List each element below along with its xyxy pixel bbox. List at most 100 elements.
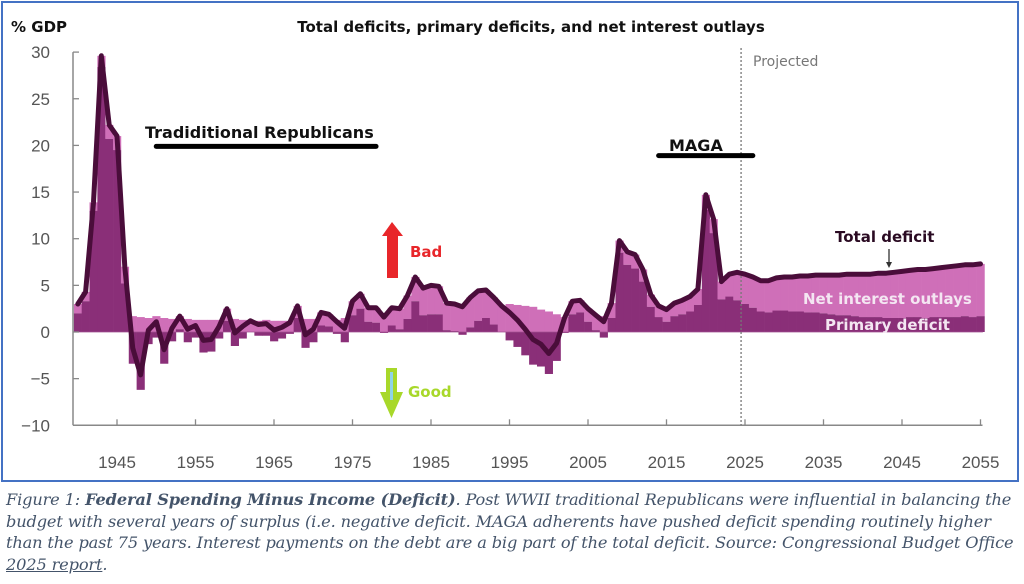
primary-bar: [317, 325, 326, 332]
x-tick-label: 1965: [255, 453, 293, 472]
primary-bar: [254, 332, 263, 336]
interest-bar: [772, 277, 781, 311]
good-arrow-icon: [380, 368, 403, 418]
primary-bar: [591, 330, 601, 332]
x-tick-label: 2055: [962, 453, 1000, 472]
primary-bar: [827, 314, 836, 332]
primary-bar: [325, 326, 334, 332]
interest-bar: [81, 291, 90, 302]
caption-title: Federal Spending Minus Income (Deficit): [85, 490, 456, 509]
interest-bar: [207, 319, 216, 332]
interest-bar: [780, 276, 789, 311]
interest-bar: [411, 276, 420, 302]
interest-bar: [678, 300, 687, 315]
primary-bar: [890, 318, 899, 332]
interest-bar: [976, 263, 985, 317]
interest-bar: [905, 270, 915, 318]
primary-bar: [725, 296, 734, 332]
interest-bar: [521, 305, 530, 332]
interest-bar: [364, 307, 373, 322]
primary-bar: [631, 268, 640, 332]
total-deficit-line: [75, 53, 983, 378]
interest-bar: [898, 271, 907, 319]
report-link[interactable]: 2025 report: [6, 554, 103, 574]
interest-bar: [811, 275, 820, 313]
primary-bar: [230, 332, 239, 346]
interest-bar: [748, 276, 758, 308]
primary-bar: [450, 331, 459, 332]
primary-bar: [796, 311, 805, 332]
interest-bar: [199, 319, 208, 332]
good-label: Good: [408, 383, 452, 401]
primary-bar: [379, 332, 389, 333]
interest-bar: [866, 274, 875, 318]
y-tick-label: 10: [31, 230, 50, 249]
interest-bar: [144, 318, 153, 332]
primary-bar: [905, 317, 915, 332]
y-tick-label: 15: [31, 183, 50, 202]
primary-bar: [701, 209, 710, 332]
primary-bar: [238, 332, 247, 339]
bad-arrow-icon: [382, 222, 403, 278]
interest-bar: [246, 320, 255, 332]
primary-bar: [843, 315, 852, 332]
primary-bar: [285, 332, 294, 334]
interest-bar: [623, 251, 632, 265]
primary-bar: [356, 308, 365, 332]
primary-bar: [340, 332, 349, 343]
interest-bar: [175, 316, 185, 330]
primary-bar: [395, 329, 404, 332]
interest-bar: [136, 317, 145, 332]
primary-bar: [748, 307, 758, 332]
interest-bar: [921, 269, 930, 319]
interest-bar: [73, 304, 82, 314]
primary-bar: [411, 301, 420, 332]
primary-bar: [639, 281, 648, 332]
legend-net-interest: Net interest outlays: [803, 290, 972, 308]
interest-bar: [458, 304, 467, 332]
primary-bar: [442, 330, 451, 332]
interest-bar: [960, 264, 970, 317]
primary-bar: [152, 332, 161, 338]
y-axis-label: % GDP: [11, 18, 67, 36]
primary-bar: [576, 312, 585, 332]
x-tick-label: 1945: [98, 453, 136, 472]
primary-bar: [427, 314, 436, 332]
primary-bar: [819, 313, 828, 332]
annotation-traditional-republicans: Tradiditional Republicans: [145, 123, 374, 142]
primary-bar: [434, 314, 444, 332]
interest-bar: [937, 267, 946, 318]
interest-bar: [835, 275, 844, 316]
primary-bar: [372, 322, 381, 332]
interest-bar: [466, 297, 475, 328]
primary-bar: [270, 332, 279, 342]
primary-bar: [348, 315, 357, 332]
interest-bar: [968, 264, 977, 318]
interest-bar: [670, 303, 679, 317]
interest-bar: [372, 307, 381, 323]
interest-bar: [576, 300, 585, 313]
interest-bar: [497, 305, 506, 332]
primary-bar: [733, 300, 742, 332]
x-tick-label: 2035: [805, 453, 843, 472]
primary-bar: [599, 332, 608, 338]
primary-bar: [788, 311, 797, 332]
primary-bar: [717, 299, 726, 332]
primary-bar: [764, 312, 773, 332]
primary-bar: [97, 67, 106, 332]
interest-bar: [756, 280, 765, 312]
primary-bar: [670, 316, 679, 332]
interest-bar: [850, 274, 860, 317]
interest-bar: [874, 273, 883, 318]
interest-bar: [584, 308, 593, 322]
interest-bar: [607, 303, 616, 319]
y-tick-label: 20: [31, 136, 50, 155]
interest-bar: [160, 318, 169, 332]
interest-bar: [631, 254, 640, 269]
interest-bar: [646, 294, 656, 307]
primary-bar: [623, 264, 632, 332]
primary-bar: [113, 150, 122, 332]
interest-bar: [890, 272, 899, 319]
primary-bar: [482, 318, 491, 332]
